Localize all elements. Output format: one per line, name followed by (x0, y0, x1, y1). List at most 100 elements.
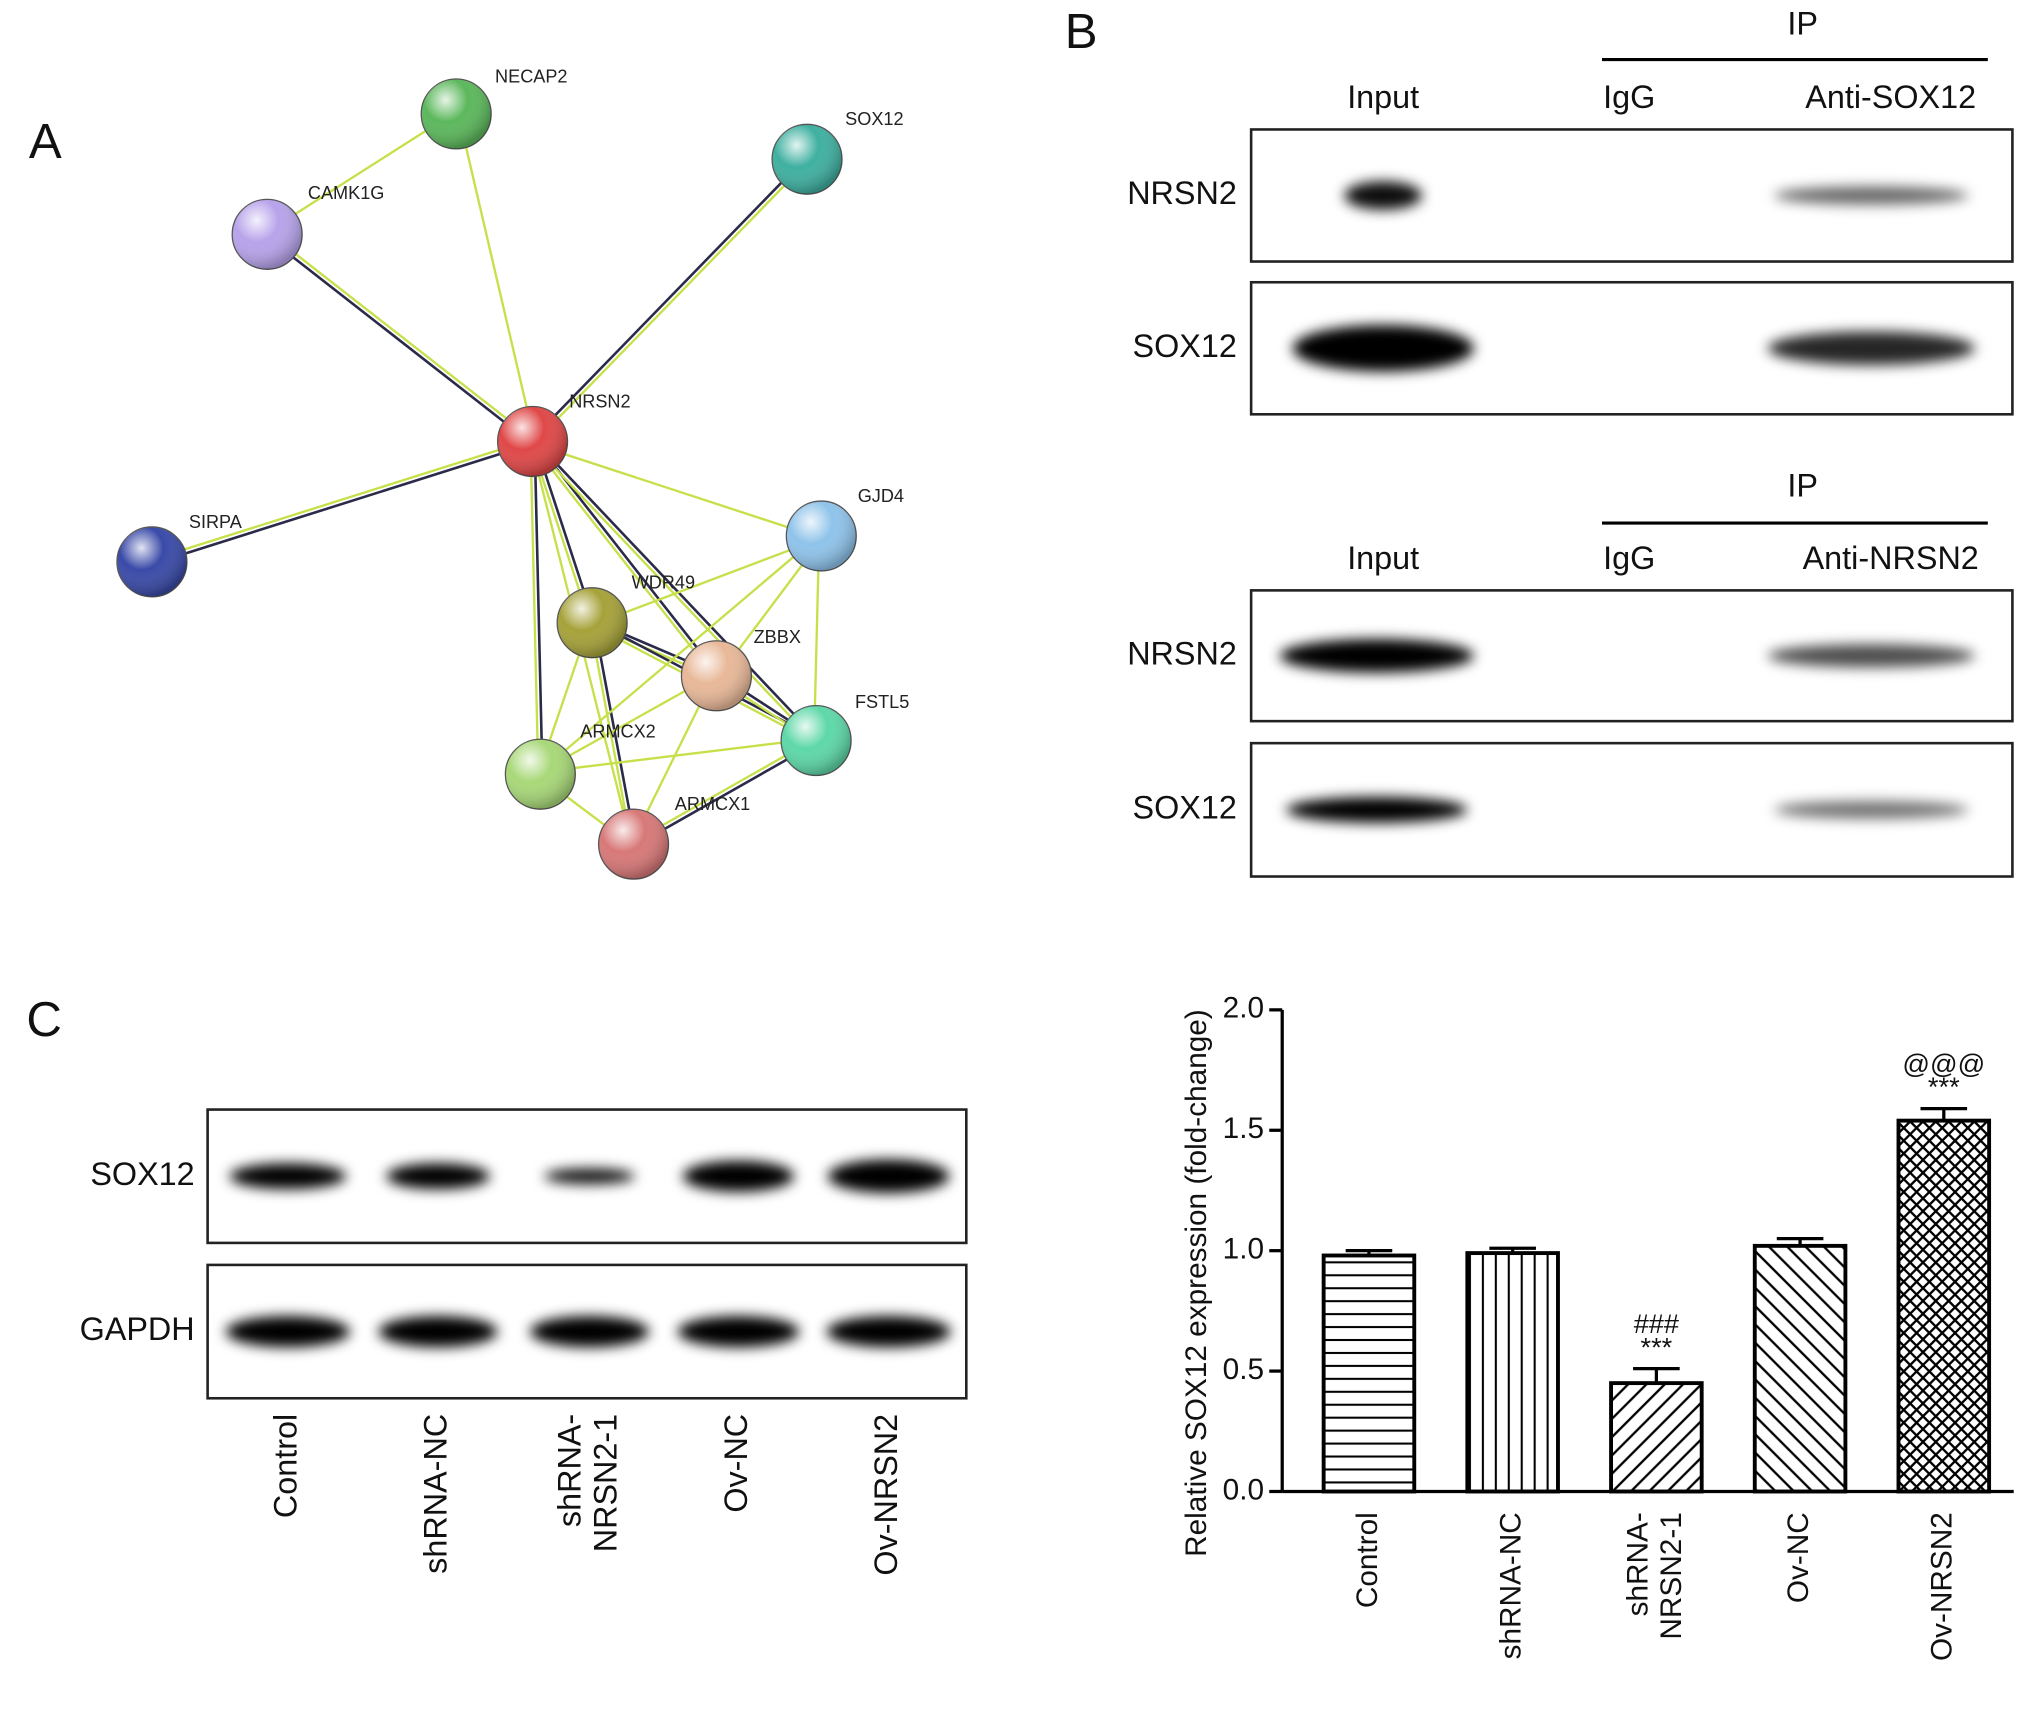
node-label: ARMCX1 (675, 794, 750, 814)
network-edge (457, 113, 536, 442)
x-tick-label: shRNA-NRSN2-1 (1621, 1512, 1688, 1639)
node-label: ARMCX2 (580, 722, 655, 742)
network-edge (533, 441, 544, 775)
node-label: CAMK1G (308, 183, 384, 203)
node-shine (497, 406, 568, 477)
node-label: FSTL5 (855, 692, 909, 712)
ip-label: IP (1787, 468, 1818, 504)
row-label: SOX12 (1133, 789, 1237, 825)
x-tick-label: Ov-NRSN2 (1926, 1512, 1959, 1661)
y-tick-label: 1.5 (1223, 1112, 1264, 1145)
bar (1321, 1253, 1417, 1494)
blot-band (826, 1316, 951, 1348)
blot-band (1292, 324, 1474, 372)
network-edge (533, 439, 819, 741)
significance-label: ### *** (1634, 1308, 1679, 1362)
blot-band (1279, 638, 1474, 673)
lane-label: shRNA-NC (418, 1414, 454, 1574)
row-label: GAPDH (80, 1311, 195, 1347)
network-edge (267, 231, 535, 441)
node-shine (505, 739, 576, 810)
lane-label: Ov-NRSN2 (868, 1414, 904, 1576)
lane-label: shRNA-NRSN2-1 (551, 1414, 623, 1552)
node-label: ZBBX (754, 627, 801, 647)
y-axis-label: Relative SOX12 expression (fold-change) (1180, 1009, 1213, 1557)
network-edge (265, 111, 456, 234)
x-tick-label: Ov-NC (1782, 1512, 1815, 1603)
significance-label: @@@ *** (1902, 1048, 1985, 1102)
blot-band (1767, 644, 1975, 668)
network-edge (530, 442, 816, 743)
row-label: SOX12 (1133, 328, 1237, 364)
node-label: WDR49 (632, 573, 695, 593)
blot-band (386, 1163, 490, 1190)
node-shine (232, 199, 303, 270)
network-edge (588, 622, 633, 845)
bar (1752, 1243, 1848, 1494)
y-tick-label: 0.0 (1223, 1473, 1264, 1506)
y-tick-label: 0.5 (1223, 1353, 1264, 1386)
lane-label: IgG (1603, 540, 1655, 576)
blot-band (229, 1163, 347, 1190)
network-edge (265, 234, 533, 445)
network-edge (592, 536, 823, 626)
network-edge (150, 438, 533, 562)
blot-band (682, 1160, 795, 1192)
blot-band (1767, 331, 1975, 366)
y-tick-label: 1.0 (1223, 1233, 1264, 1266)
panel-letter: C (26, 992, 62, 1047)
lane-label: Control (267, 1414, 303, 1518)
network-edge (538, 533, 821, 774)
blot-band (677, 1316, 800, 1348)
blot-band (1344, 181, 1423, 210)
blot-band (827, 1159, 950, 1194)
network-edge (530, 442, 716, 678)
node-shine (421, 78, 492, 149)
row-label: NRSN2 (1127, 175, 1237, 211)
network-edge (592, 622, 637, 844)
node-shine (557, 587, 628, 658)
lane-label: Anti-SOX12 (1805, 79, 1976, 115)
bar (1465, 1251, 1560, 1494)
lane-label: Input (1347, 540, 1419, 576)
blot-band (544, 1168, 635, 1185)
blot-band (378, 1316, 498, 1348)
node-shine (681, 640, 752, 711)
x-tick-label: shRNA-NC (1495, 1512, 1528, 1659)
panel-letter: B (1065, 4, 1098, 59)
node-shine (116, 526, 187, 597)
row-label: SOX12 (90, 1156, 194, 1192)
blot-band (1286, 796, 1468, 823)
node-label: NECAP2 (495, 66, 567, 86)
lane-label: IgG (1603, 79, 1655, 115)
node-label: NRSN2 (569, 391, 630, 411)
node-shine (781, 705, 852, 776)
lane-label: Ov-NC (718, 1414, 754, 1513)
node-label: SIRPA (189, 512, 243, 532)
lane-label: Input (1347, 79, 1419, 115)
ip-label: IP (1787, 5, 1818, 41)
node-shine (786, 501, 857, 571)
network-edge (539, 737, 817, 774)
x-tick-label: Control (1351, 1512, 1384, 1608)
blot-band (1774, 800, 1969, 819)
network-edge (530, 156, 807, 441)
network-edge (529, 441, 540, 775)
row-label: NRSN2 (1127, 635, 1237, 671)
node-shine (598, 809, 669, 880)
node-label: SOX12 (845, 109, 903, 129)
blot-band (529, 1316, 650, 1348)
y-tick-label: 2.0 (1223, 992, 1264, 1025)
network-edge (152, 442, 534, 566)
blot-band (1774, 186, 1969, 205)
network-edge (531, 442, 822, 540)
panel-letter: A (29, 114, 62, 169)
node-label: GJD4 (858, 486, 904, 506)
bar (1896, 1118, 1992, 1494)
network-edge (533, 159, 810, 444)
lane-label: Anti-NRSN2 (1803, 540, 1979, 576)
blot-band (225, 1316, 351, 1348)
bar (1609, 1381, 1704, 1494)
node-shine (772, 124, 843, 195)
